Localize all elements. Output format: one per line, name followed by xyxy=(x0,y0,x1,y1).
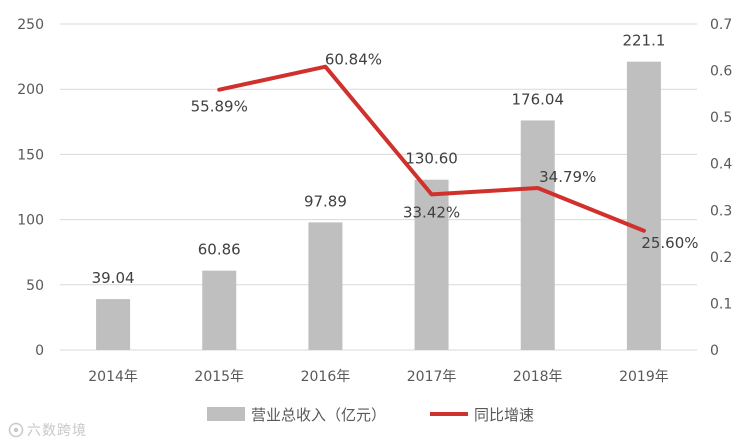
x-tick-label: 2019年 xyxy=(619,369,669,385)
bar xyxy=(626,61,661,350)
bar xyxy=(308,222,343,350)
y-left-tick-label: 100 xyxy=(17,213,44,229)
bar xyxy=(520,120,555,350)
watermark-text: 六数跨境 xyxy=(27,423,87,439)
x-tick-label: 2016年 xyxy=(301,369,351,385)
bar-data-label: 176.04 xyxy=(512,90,565,108)
y-left-tick-label: 0 xyxy=(35,343,44,359)
y-right-tick-label: 0 xyxy=(710,343,719,359)
bar-data-label: 221.1 xyxy=(622,32,665,50)
bar xyxy=(414,179,449,350)
bar xyxy=(202,270,237,350)
bar-data-label: 60.86 xyxy=(198,241,241,259)
y-right-tick-label: 0.4 xyxy=(710,157,732,173)
legend-bar-label: 营业总收入（亿元） xyxy=(251,406,386,424)
y-right-tick-label: 0.3 xyxy=(710,203,732,219)
y-left-tick-label: 50 xyxy=(26,278,44,294)
y-right-tick-label: 0.1 xyxy=(710,296,732,312)
line-data-label: 60.84% xyxy=(325,51,382,69)
x-tick-label: 2018年 xyxy=(513,369,563,385)
x-tick-label: 2014年 xyxy=(88,369,138,385)
bar-data-label: 97.89 xyxy=(304,192,347,210)
legend-bar-swatch xyxy=(207,407,245,421)
x-tick-label: 2015年 xyxy=(194,369,244,385)
y-right-tick-label: 0.5 xyxy=(710,110,732,126)
line-data-label: 34.79% xyxy=(539,168,596,186)
line-data-label: 25.60% xyxy=(641,234,698,252)
x-tick-label: 2017年 xyxy=(407,369,457,385)
watermark-logo-icon xyxy=(8,422,24,438)
y-left-tick-label: 200 xyxy=(17,82,44,98)
line-data-label: 55.89% xyxy=(191,98,248,116)
y-right-tick-label: 0.2 xyxy=(710,250,732,266)
y-right-tick-label: 0.6 xyxy=(710,64,732,80)
bar xyxy=(96,299,131,350)
line-data-label: 33.42% xyxy=(403,203,460,221)
growth-line xyxy=(217,64,646,233)
y-left-tick-label: 150 xyxy=(17,147,44,163)
bar-data-label: 39.04 xyxy=(92,269,135,287)
y-right-tick-label: 0.7 xyxy=(710,17,732,33)
y-left-tick-label: 250 xyxy=(17,17,44,33)
bar-data-label: 130.60 xyxy=(405,150,458,168)
legend-line-label: 同比增速 xyxy=(474,406,534,424)
watermark: 六数跨境 xyxy=(8,420,87,440)
